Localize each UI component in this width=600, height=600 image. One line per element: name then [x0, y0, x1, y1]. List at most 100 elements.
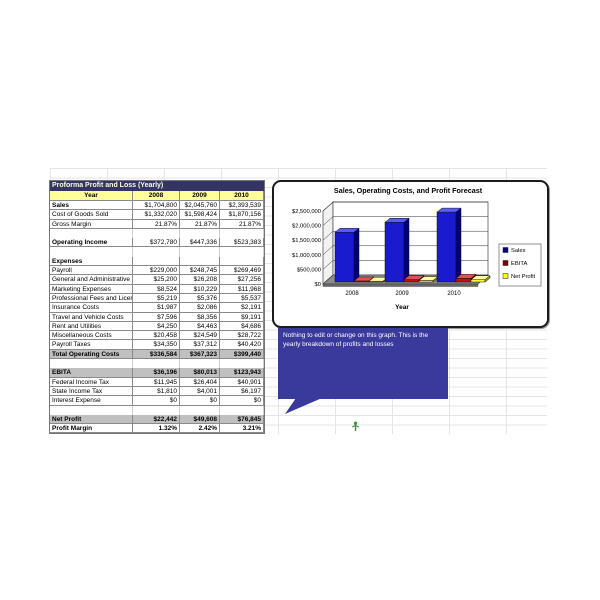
row-value-cell[interactable]: $399,440 [220, 349, 264, 360]
row-label-cell[interactable]: State Income Tax [50, 386, 133, 397]
row-value-cell[interactable]: $49,608 [180, 414, 220, 425]
row-value-cell[interactable]: 21.87% [220, 219, 264, 229]
comment-callout[interactable]: Nothing to edit or change on this graph.… [278, 328, 448, 399]
row-value-cell[interactable]: $4,463 [180, 321, 220, 332]
row-value-cell[interactable]: $336,584 [133, 349, 180, 360]
row-value-cell[interactable]: 21.87% [133, 219, 180, 229]
row-value-cell[interactable]: $4,686 [220, 321, 264, 332]
row-label-cell[interactable]: Professional Fees and Licensu [50, 293, 133, 304]
row-value-cell[interactable] [133, 405, 180, 415]
row-label-cell[interactable] [50, 359, 133, 369]
row-value-cell[interactable]: $523,383 [220, 238, 264, 248]
row-value-cell[interactable] [133, 256, 180, 267]
row-label-cell[interactable]: Profit Margin [50, 424, 133, 434]
row-value-cell[interactable] [220, 256, 264, 267]
row-value-cell[interactable]: $20,458 [133, 331, 180, 341]
row-label-cell[interactable]: Travel and Vehicle Costs [50, 312, 133, 322]
row-value-cell[interactable] [220, 359, 264, 369]
row-value-cell[interactable]: $80,013 [180, 368, 220, 378]
year-2010-cell[interactable]: 2010 [220, 191, 264, 201]
row-value-cell[interactable]: $24,549 [180, 331, 220, 341]
row-value-cell[interactable]: $1,598,424 [180, 210, 220, 220]
row-label-cell[interactable]: General and Administrative [50, 275, 133, 285]
row-value-cell[interactable]: $0 [133, 396, 180, 406]
row-label-cell[interactable]: Gross Margin [50, 219, 133, 229]
row-value-cell[interactable]: $367,323 [180, 349, 220, 360]
row-value-cell[interactable] [133, 359, 180, 369]
row-value-cell[interactable] [220, 247, 264, 257]
row-value-cell[interactable]: $25,200 [133, 275, 180, 285]
row-value-cell[interactable] [180, 247, 220, 257]
row-value-cell[interactable]: $28,722 [220, 331, 264, 341]
row-value-cell[interactable]: $36,196 [133, 368, 180, 378]
row-label-cell[interactable]: Operating Income [50, 238, 133, 248]
row-value-cell[interactable]: $2,393,539 [220, 201, 264, 211]
row-value-cell[interactable]: $7,596 [133, 312, 180, 322]
row-value-cell[interactable]: 1.32% [133, 424, 180, 434]
row-value-cell[interactable] [220, 405, 264, 415]
row-label-cell[interactable]: Miscellaneous Costs [50, 331, 133, 341]
row-label-cell[interactable]: Federal Income Tax [50, 377, 133, 387]
row-value-cell[interactable]: $1,704,800 [133, 201, 180, 211]
row-label-cell[interactable]: Sales [50, 201, 133, 211]
row-value-cell[interactable]: $11,968 [220, 284, 264, 294]
row-value-cell[interactable]: $1,870,156 [220, 210, 264, 220]
row-value-cell[interactable]: 21.87% [180, 219, 220, 229]
row-value-cell[interactable]: 2.42% [180, 424, 220, 434]
row-label-cell[interactable]: Total Operating Costs [50, 349, 133, 360]
row-value-cell[interactable]: $8,356 [180, 312, 220, 322]
row-value-cell[interactable]: $2,086 [180, 303, 220, 313]
year-2008-cell[interactable]: 2008 [133, 191, 180, 201]
row-value-cell[interactable]: $4,250 [133, 321, 180, 332]
row-value-cell[interactable]: $447,336 [180, 238, 220, 248]
row-value-cell[interactable]: $4,001 [180, 386, 220, 397]
row-value-cell[interactable]: $0 [220, 396, 264, 406]
row-value-cell[interactable]: $22,442 [133, 414, 180, 425]
row-value-cell[interactable]: $76,845 [220, 414, 264, 425]
row-value-cell[interactable] [133, 247, 180, 257]
row-value-cell[interactable]: $10,229 [180, 284, 220, 294]
row-value-cell[interactable]: $1,810 [133, 386, 180, 397]
row-value-cell[interactable]: $37,312 [180, 340, 220, 350]
row-value-cell[interactable]: $8,524 [133, 284, 180, 294]
row-label-cell[interactable]: Payroll [50, 266, 133, 276]
row-value-cell[interactable]: $34,350 [133, 340, 180, 350]
row-value-cell[interactable]: $40,420 [220, 340, 264, 350]
row-label-cell[interactable] [50, 247, 133, 257]
row-value-cell[interactable]: $1,987 [133, 303, 180, 313]
row-value-cell[interactable]: $123,943 [220, 368, 264, 378]
row-label-cell[interactable]: Interest Expense [50, 396, 133, 406]
row-value-cell[interactable]: $27,256 [220, 275, 264, 285]
row-label-cell[interactable]: Payroll Taxes [50, 340, 133, 350]
row-label-cell[interactable]: EBITA [50, 368, 133, 378]
table-title-bar[interactable]: Proforma Profit and Loss (Yearly) [50, 181, 264, 191]
row-value-cell[interactable] [180, 228, 220, 239]
row-value-cell[interactable] [180, 405, 220, 415]
row-value-cell[interactable] [180, 256, 220, 267]
row-value-cell[interactable] [180, 359, 220, 369]
row-value-cell[interactable]: 3.21% [220, 424, 264, 434]
year-header-cell[interactable]: Year [50, 191, 133, 201]
year-2009-cell[interactable]: 2009 [180, 191, 220, 201]
row-value-cell[interactable] [220, 228, 264, 239]
row-label-cell[interactable]: Net Profit [50, 414, 133, 425]
row-value-cell[interactable]: $5,537 [220, 293, 264, 304]
row-label-cell[interactable]: Expenses [50, 256, 133, 267]
row-value-cell[interactable]: $1,332,020 [133, 210, 180, 220]
row-value-cell[interactable]: $11,945 [133, 377, 180, 387]
row-value-cell[interactable]: $248,745 [180, 266, 220, 276]
row-label-cell[interactable] [50, 228, 133, 239]
row-label-cell[interactable]: Rent and Utilities [50, 321, 133, 332]
row-label-cell[interactable]: Insurance Costs [50, 303, 133, 313]
row-value-cell[interactable]: $26,208 [180, 275, 220, 285]
chart-frame[interactable]: $0 $500,000 $1,000,000 $1,500,000 $2,000,000… [272, 180, 549, 328]
row-label-cell[interactable]: Marketing Expenses [50, 284, 133, 294]
row-value-cell[interactable]: $40,901 [220, 377, 264, 387]
row-value-cell[interactable]: $0 [180, 396, 220, 406]
row-value-cell[interactable]: $26,404 [180, 377, 220, 387]
row-value-cell[interactable]: $372,780 [133, 238, 180, 248]
row-label-cell[interactable] [50, 405, 133, 415]
row-label-cell[interactable]: Cost of Goods Sold [50, 210, 133, 220]
row-value-cell[interactable]: $2,045,760 [180, 201, 220, 211]
row-value-cell[interactable] [133, 228, 180, 239]
